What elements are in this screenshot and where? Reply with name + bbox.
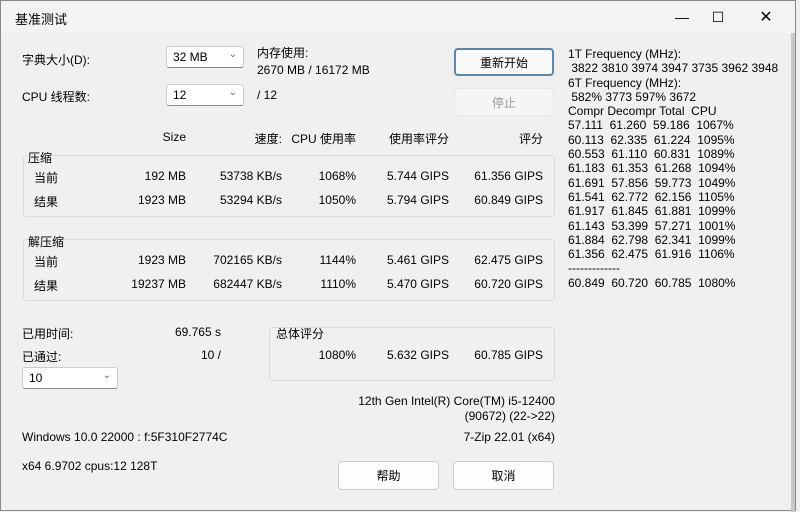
passes-value: 10 / [200, 348, 221, 362]
minimize-icon[interactable]: — [675, 9, 689, 25]
decompress-label: 解压缩 [28, 233, 65, 250]
compress-row-cell: 1068% [318, 169, 356, 183]
title-bar: 基准测试 — ☐ ✕ [1, 1, 795, 33]
log-line: 61.183 61.353 61.268 1094% [568, 161, 736, 176]
memory-value: 2670 MB / 16172 MB [257, 63, 370, 77]
decompress-row-cell: 702165 KB/s [213, 253, 282, 267]
log-line: 57.111 61.260 59.186 1067% [568, 118, 734, 133]
chevron-down-icon: ⌄ [228, 49, 237, 60]
passes-select[interactable]: 10 ⌄ [22, 367, 118, 389]
arch-info: x64 6.9702 cpus:12 128T [22, 459, 158, 473]
log-line: Compr Decompr Total CPU [568, 104, 717, 119]
threads-max: / 12 [257, 88, 278, 102]
log-line: 60.849 60.720 60.785 1080% [568, 275, 736, 290]
log-line: ------------- [568, 261, 620, 276]
log-line: 61.884 62.798 62.341 1099% [568, 232, 736, 247]
compress-row-cell: 结果 [34, 195, 59, 209]
elapsed-label: 已用时间: [22, 327, 74, 341]
decompress-group [23, 239, 555, 301]
chevron-down-icon: ⌄ [102, 370, 111, 381]
compress-row-cell: 192 MB [144, 169, 186, 183]
scrollbar[interactable] [791, 33, 795, 512]
total-group [269, 327, 555, 381]
passes-label: 已通过: [22, 350, 62, 364]
decompress-row-cell: 1144% [319, 253, 356, 267]
decompress-row-cell: 5.461 GIPS [386, 253, 449, 267]
col-speed: 速度: [254, 132, 282, 146]
restart-button[interactable]: 重新开始 [454, 48, 554, 76]
total-label: 总体评分 [276, 327, 325, 341]
total-cpu: 1080% [318, 348, 356, 362]
col-rating: 评分 [518, 132, 543, 146]
total-usage-rating: 5.632 GIPS [386, 348, 449, 362]
log-line: 3822 3810 3974 3947 3735 3962 3948 [568, 61, 779, 76]
log-line: 61.691 57.856 59.773 1049% [568, 175, 736, 190]
version-info: 7-Zip 22.01 (x64) [463, 430, 555, 444]
compress-row-cell: 1923 MB [137, 193, 186, 207]
chevron-down-icon: ⌄ [228, 87, 237, 98]
decompress-row-cell: 1923 MB [137, 253, 186, 267]
decompress-row-cell: 5.470 GIPS [386, 277, 449, 291]
decompress-row-cell: 当前 [34, 255, 59, 269]
os-info: Windows 10.0 22000 : f:5F310F2774C [22, 430, 228, 444]
compress-row-cell: 61.356 GIPS [474, 169, 543, 183]
compress-row-cell: 60.849 GIPS [474, 193, 543, 207]
compress-row-cell: 1050% [318, 193, 356, 207]
decompress-row-cell: 结果 [34, 279, 59, 293]
threads-value: 12 [173, 88, 187, 102]
compress-group [23, 155, 555, 217]
close-icon[interactable]: ✕ [759, 9, 773, 26]
threads-select[interactable]: 12 ⌄ [166, 84, 244, 106]
dict-size-label: 字典大小(D): [22, 53, 90, 67]
log-line: 1T Frequency (MHz): [568, 47, 682, 61]
log-line: 61.143 53.399 57.271 1001% [568, 218, 736, 233]
compress-label: 压缩 [28, 149, 53, 166]
decompress-row-cell: 19237 MB [131, 277, 186, 291]
total-rating: 60.785 GIPS [474, 348, 543, 362]
col-cpu-usage: CPU 使用率 [291, 132, 356, 146]
log-line: 582% 3773 597% 3672 [568, 89, 697, 104]
col-size: Size [162, 130, 186, 144]
log-line: 6T Frequency (MHz): [568, 75, 682, 90]
compress-row-cell: 5.794 GIPS [386, 193, 449, 207]
log-line: 60.553 61.110 60.831 1089% [568, 147, 735, 162]
passes-select-value: 10 [29, 371, 43, 385]
log-line: 61.541 62.772 62.156 1105% [568, 189, 735, 204]
log-line: 61.356 62.475 61.916 1106% [568, 247, 735, 262]
decompress-row-cell: 62.475 GIPS [474, 253, 543, 267]
cpu-id: (90672) (22->22) [464, 409, 555, 423]
elapsed-value: 69.765 s [174, 325, 221, 339]
decompress-row-cell: 1110% [320, 277, 356, 291]
decompress-row-cell: 682447 KB/s [213, 277, 282, 291]
memory-label: 内存使用: [257, 46, 309, 60]
cancel-button[interactable]: 取消 [453, 461, 554, 490]
stop-button[interactable]: 停止 [454, 88, 554, 116]
compress-row-cell: 53738 KB/s [219, 169, 282, 183]
help-button[interactable]: 帮助 [338, 461, 439, 490]
threads-label: CPU 线程数: [22, 90, 91, 104]
benchmark-log: 1T Frequency (MHz): 3822 3810 3974 3947 … [568, 47, 778, 290]
log-line: 60.113 62.335 61.224 1095% [568, 132, 735, 147]
decompress-row-cell: 60.720 GIPS [474, 277, 543, 291]
col-usage-rating: 使用率评分 [388, 132, 449, 146]
maximize-icon[interactable]: ☐ [711, 8, 725, 25]
cpu-name: 12th Gen Intel(R) Core(TM) i5-12400 [358, 394, 555, 408]
dict-size-select[interactable]: 32 MB ⌄ [166, 46, 244, 68]
compress-row-cell: 当前 [34, 171, 59, 185]
log-line: 61.917 61.845 61.881 1099% [568, 204, 736, 219]
compress-row-cell: 5.744 GIPS [386, 169, 449, 183]
window-title: 基准测试 [15, 12, 68, 27]
compress-row-cell: 53294 KB/s [219, 193, 282, 207]
dict-size-value: 32 MB [173, 50, 208, 64]
